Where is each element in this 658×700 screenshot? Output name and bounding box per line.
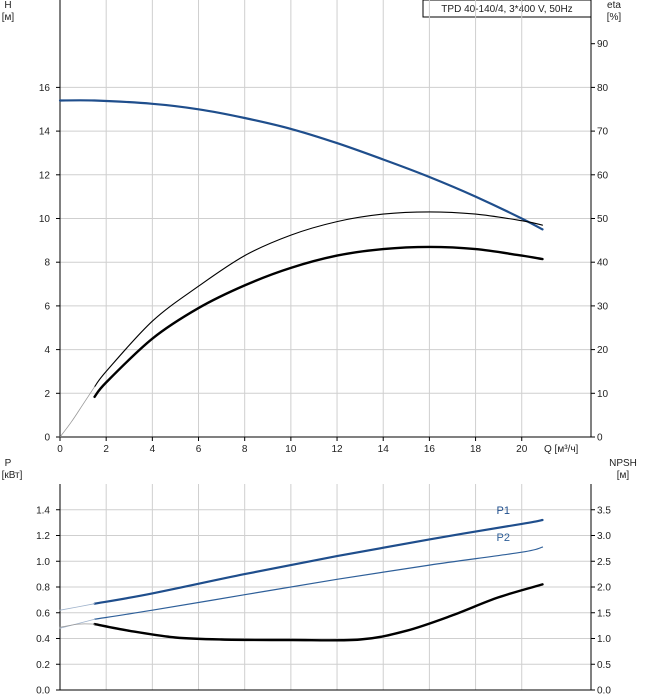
top-y2tick-label: 60: [597, 170, 609, 181]
bottom-ytick-label: 0.0: [36, 686, 50, 697]
top-y2tick-label: 0: [597, 433, 603, 444]
bottom-y2tick-label: 2.5: [597, 557, 611, 568]
top-ytick-label: 8: [44, 258, 50, 269]
top-xtick-label: 6: [196, 444, 202, 455]
bottom-series-line-2: [94, 546, 544, 620]
bottom-ytick-label: 0.8: [36, 583, 50, 594]
top-ylabel-name: H: [4, 0, 11, 11]
bottom-ytick-label: 0.2: [36, 660, 50, 671]
bottom-ytick-label: 1.4: [36, 505, 50, 516]
top-series-line-3: [59, 386, 95, 438]
bottom-ytick-label: 1.2: [36, 531, 50, 542]
bottom-ytick-label: 0.4: [36, 634, 50, 645]
top-xtick-label: 0: [57, 444, 63, 455]
top-panel: 0 2 4 6 8 10 12 14 16 0 10 20 30 40 50 60 70 80 90 0 2 4 6 8 10 1…: [39, 0, 609, 455]
top-xtick-label: 10: [285, 444, 297, 455]
top-y2tick-label: 50: [597, 214, 609, 225]
top-xtick-label: 12: [331, 444, 343, 455]
top-ytick-label: 2: [44, 389, 50, 400]
bottom-y2tick-label: 0.0: [597, 686, 611, 697]
bottom-series-line-0: [93, 518, 544, 605]
top-xtick-label: 8: [242, 444, 248, 455]
bottom-y2label-unit: [м]: [617, 470, 630, 481]
series-label-p2: P2: [497, 532, 510, 544]
top-y2tick-label: 40: [597, 258, 609, 269]
top-xtick-label: 16: [424, 444, 436, 455]
top-y2tick-label: 80: [597, 83, 609, 94]
top-series-line-2: [94, 211, 544, 388]
bottom-panel: 0.0 0.2 0.4 0.6 0.8 1.0 1.2 1.4 0.0 0.5 1.0 1.5 2.0 2…: [36, 484, 611, 697]
bottom-y2tick-label: 1.5: [597, 608, 611, 619]
top-y2tick-label: 10: [597, 389, 609, 400]
bottom-series-line-3: [59, 618, 95, 629]
top-ytick-label: 6: [44, 301, 50, 312]
top-xtick-label: 2: [103, 444, 109, 455]
bottom-ytick-label: 1.0: [36, 557, 50, 568]
top-xtick-label: 20: [516, 444, 528, 455]
legend-box-text: TPD 40-140/4, 3*400 V, 50Hz: [441, 4, 572, 15]
top-y2label-unit: [%]: [607, 12, 622, 23]
top-y2tick-label: 90: [597, 39, 609, 50]
top-xlabel: Q [м³/ч]: [544, 444, 579, 455]
top-xtick-label: 14: [378, 444, 390, 455]
series-label-p1: P1: [497, 505, 510, 517]
bottom-series-line-5: [59, 623, 95, 628]
top-ytick-label: 0: [44, 433, 50, 444]
top-ytick-label: 10: [39, 214, 51, 225]
bottom-y2tick-label: 3.0: [597, 531, 611, 542]
bottom-y2tick-label: 2.0: [597, 583, 611, 594]
bottom-y2label-name: NPSH: [609, 458, 637, 469]
top-series-line-0: [58, 99, 544, 231]
top-ylabel-unit: [м]: [2, 12, 15, 23]
top-series-line-1: [93, 245, 544, 398]
top-ytick-label: 16: [39, 83, 51, 94]
bottom-series-line-1: [59, 603, 95, 611]
top-y2label-name: eta: [607, 0, 621, 11]
bottom-y2tick-label: 1.0: [597, 634, 611, 645]
bottom-series-line-4: [93, 583, 544, 642]
top-y2tick-label: 20: [597, 345, 609, 356]
bottom-ytick-label: 0.6: [36, 608, 50, 619]
bottom-y2tick-label: 0.5: [597, 660, 611, 671]
top-ytick-label: 4: [44, 345, 50, 356]
bottom-ylabel-name: P: [5, 458, 12, 469]
bottom-ylabel-unit: [кВт]: [2, 470, 23, 481]
top-xtick-label: 4: [150, 444, 156, 455]
top-y2tick-label: 70: [597, 127, 609, 138]
top-ytick-label: 12: [39, 170, 51, 181]
bottom-y2tick-label: 3.5: [597, 505, 611, 516]
top-ytick-label: 14: [39, 127, 51, 138]
top-y2tick-label: 30: [597, 301, 609, 312]
top-xtick-label: 18: [470, 444, 482, 455]
